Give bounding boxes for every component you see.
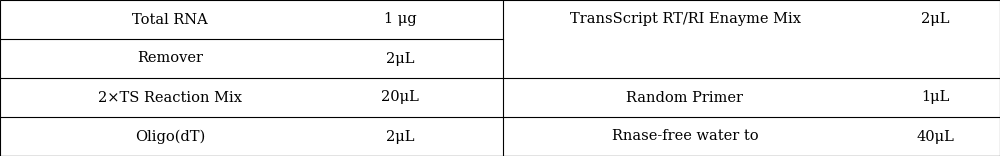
Text: Rnase-free water to: Rnase-free water to: [612, 129, 758, 144]
Text: 2μL: 2μL: [386, 51, 414, 66]
Text: 2×TS Reaction Mix: 2×TS Reaction Mix: [98, 90, 242, 105]
Text: 40μL: 40μL: [916, 129, 954, 144]
Text: TransScript RT/RI Enayme Mix: TransScript RT/RI Enayme Mix: [570, 12, 800, 27]
Text: 2μL: 2μL: [921, 12, 949, 27]
Text: Total RNA: Total RNA: [132, 12, 208, 27]
Text: 1 μg: 1 μg: [384, 12, 416, 27]
Text: 2μL: 2μL: [386, 129, 414, 144]
Text: 1μL: 1μL: [921, 90, 949, 105]
Text: Random Primer: Random Primer: [626, 90, 744, 105]
Text: Remover: Remover: [137, 51, 203, 66]
Text: 20μL: 20μL: [381, 90, 419, 105]
Text: Oligo(dT): Oligo(dT): [135, 129, 205, 144]
